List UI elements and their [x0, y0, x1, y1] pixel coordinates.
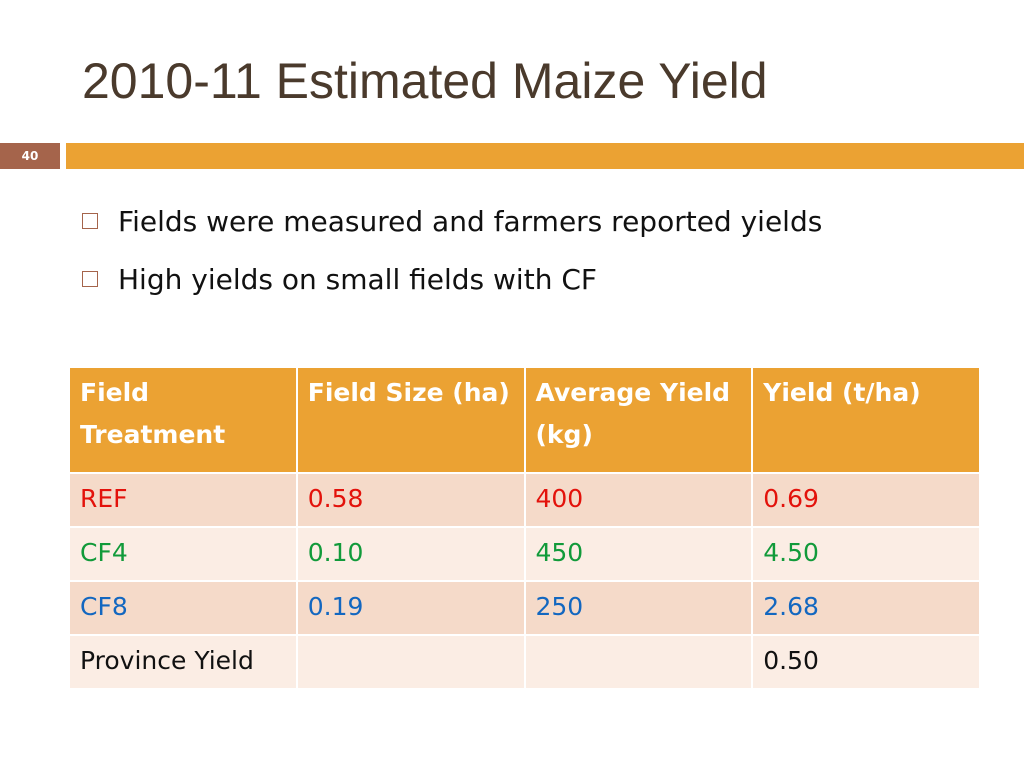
header-cell: Yield (t/ha) — [751, 366, 981, 474]
header-cell: Field Treatment — [68, 366, 298, 474]
square-bullet-icon — [82, 213, 98, 229]
bullet-item: Fields were measured and farmers reporte… — [82, 192, 822, 250]
bullet-text: Fields were measured and farmers reporte… — [118, 204, 823, 238]
cell: REF — [68, 472, 298, 528]
cell: 0.69 — [751, 472, 981, 528]
table-row: CF8 0.19 250 2.68 — [68, 580, 981, 636]
table-row: Province Yield 0.50 — [68, 634, 981, 690]
table-row: REF 0.58 400 0.69 — [68, 472, 981, 528]
cell: 0.10 — [295, 526, 526, 582]
cell: 400 — [523, 472, 754, 528]
bullet-item: High yields on small fields with CF — [82, 250, 822, 308]
slide-title: 2010-11 Estimated Maize Yield — [82, 53, 768, 109]
header-cell: Average Yield (kg) — [523, 366, 754, 474]
header-cell: Field Size (ha) — [295, 366, 526, 474]
table-row: CF4 0.10 450 4.50 — [68, 526, 981, 582]
cell: Province Yield — [68, 634, 298, 690]
slide-number: 40 — [0, 143, 60, 169]
bullet-list: Fields were measured and farmers reporte… — [82, 192, 822, 308]
cell: 250 — [523, 580, 754, 636]
cell — [295, 634, 526, 690]
cell: CF4 — [68, 526, 298, 582]
table-header-row: Field Treatment Field Size (ha) Average … — [68, 366, 981, 474]
bullet-text: High yields on small fields with CF — [118, 262, 597, 296]
cell: 0.50 — [751, 634, 981, 690]
accent-bar — [66, 143, 1024, 169]
cell: 4.50 — [751, 526, 981, 582]
square-bullet-icon — [82, 271, 98, 287]
cell: CF8 — [68, 580, 298, 636]
cell: 0.58 — [295, 472, 526, 528]
cell — [523, 634, 754, 690]
cell: 2.68 — [751, 580, 981, 636]
cell: 0.19 — [295, 580, 526, 636]
cell: 450 — [523, 526, 754, 582]
yield-table: Field Treatment Field Size (ha) Average … — [68, 366, 981, 690]
